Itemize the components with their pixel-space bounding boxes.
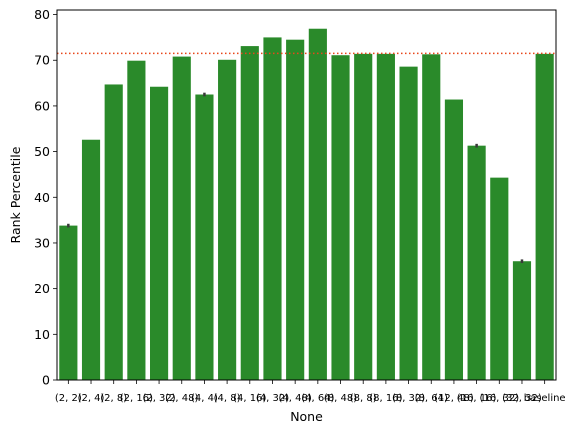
bar — [195, 94, 214, 380]
x-tick-label: (4, 4) — [191, 393, 218, 404]
bar — [308, 28, 327, 380]
x-tick-label: baseline — [524, 393, 566, 404]
bar — [512, 261, 532, 380]
y-tick-label: 20 — [34, 281, 50, 296]
x-tick-label: (4, 8) — [214, 393, 241, 404]
x-tick-label: (2, 48) — [165, 393, 198, 404]
bars-layer — [59, 28, 554, 381]
bar — [399, 66, 418, 380]
bar — [127, 60, 146, 380]
bar — [240, 46, 259, 381]
bar — [218, 59, 237, 380]
bar — [59, 225, 78, 380]
y-tick-label: 10 — [34, 327, 50, 342]
bar — [376, 53, 395, 380]
y-tick-label: 50 — [34, 144, 50, 159]
bar — [81, 139, 101, 380]
bar — [535, 53, 554, 380]
plot-frame — [56, 9, 557, 381]
x-tick-label: (4, 64) — [301, 393, 334, 404]
x-axis: (2, 2)(2, 4)(2, 8)(2, 16)(2, 32)(2, 48)(… — [55, 380, 566, 404]
bar — [331, 55, 350, 380]
bar — [150, 86, 169, 381]
x-tick-label: (4, 32) — [256, 393, 289, 404]
x-tick-label: (4, 16) — [233, 393, 266, 404]
x-tick-label: (8, 48) — [324, 393, 357, 404]
bar — [104, 84, 123, 381]
x-tick-label: (16, 16) — [457, 393, 497, 404]
x-tick-label: (2, 32) — [142, 393, 175, 404]
x-tick-label: (2, 4) — [78, 393, 105, 404]
y-tick-label: 30 — [34, 235, 50, 250]
bar — [422, 54, 441, 381]
x-tick-label: (2, 16) — [120, 393, 153, 404]
bar — [490, 177, 509, 380]
y-tick-label: 80 — [34, 7, 50, 22]
x-axis-label: None — [290, 409, 323, 424]
x-tick-label: (8, 16) — [369, 393, 402, 404]
x-tick-label: (8, 32) — [392, 393, 425, 404]
bar — [444, 99, 464, 380]
x-tick-label: (8, 8) — [350, 393, 377, 404]
error-bars-layer — [67, 92, 524, 264]
y-tick-label: 0 — [42, 373, 50, 388]
y-axis-label: Rank Percentile — [8, 146, 23, 243]
bar — [467, 145, 486, 380]
bar — [172, 56, 191, 381]
y-tick-label: 60 — [34, 98, 50, 113]
bar — [263, 37, 282, 380]
x-tick-label: (2, 8) — [100, 393, 127, 404]
bar — [286, 39, 305, 380]
x-tick-label: (4, 48) — [279, 393, 312, 404]
x-tick-label: (16, 32) — [479, 393, 519, 404]
bar — [354, 53, 373, 380]
x-tick-label: (2, 2) — [55, 393, 82, 404]
x-tick-label: (8, 64) — [415, 393, 448, 404]
y-axis: 0 10 20 30 40 50 60 70 80 — [34, 7, 57, 388]
y-tick-label: 40 — [34, 190, 50, 205]
x-tick-label: (12, 48) — [434, 393, 474, 404]
x-tick-label: (32, 32) — [502, 393, 542, 404]
y-tick-label: 70 — [34, 53, 50, 68]
